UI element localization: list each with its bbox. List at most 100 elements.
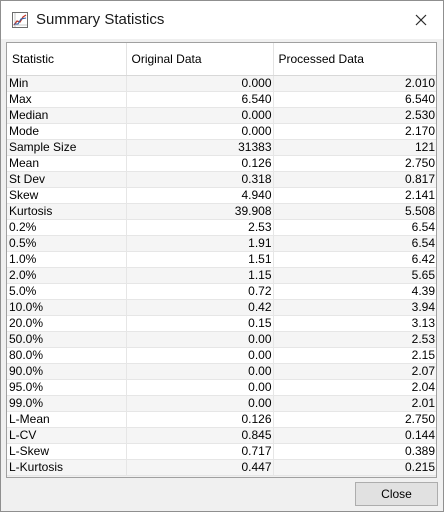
- original-data-cell: 0.42: [126, 299, 274, 316]
- window-title: Summary Statistics: [36, 11, 165, 28]
- original-data-cell: 0.447: [126, 459, 274, 476]
- original-data-cell: 0.000: [126, 123, 274, 140]
- statistic-cell: 10.0%: [7, 299, 127, 316]
- original-data-cell: 0.318: [126, 171, 274, 188]
- statistic-cell: 2.0%: [7, 267, 127, 284]
- processed-data-cell: 6.42: [273, 251, 436, 268]
- processed-data-cell: 5.508: [273, 203, 436, 220]
- table-row[interactable]: Min 0.000 2.010: [7, 75, 436, 92]
- table-row[interactable]: L-Mean 0.126 2.750: [7, 411, 436, 428]
- processed-data-cell: 0.817: [273, 171, 436, 188]
- processed-data-cell: 0.144: [273, 427, 436, 444]
- table-row[interactable]: Mean 0.126 2.750: [7, 155, 436, 172]
- original-data-cell: 1.51: [126, 251, 274, 268]
- statistic-cell: 1.0%: [7, 251, 127, 268]
- processed-data-cell: 2.01: [273, 395, 436, 412]
- statistic-cell: St Dev: [7, 171, 127, 188]
- column-header-processed-data[interactable]: Processed Data: [273, 43, 436, 76]
- statistic-cell: 95.0%: [7, 379, 127, 396]
- statistic-cell: Max: [7, 91, 127, 108]
- close-icon[interactable]: [407, 7, 435, 33]
- statistic-cell: Sample Size: [7, 139, 127, 156]
- table-row[interactable]: 90.0% 0.00 2.07: [7, 363, 436, 380]
- table-row[interactable]: St Dev 0.318 0.817: [7, 171, 436, 188]
- table-row[interactable]: Sample Size 31383 121: [7, 139, 436, 156]
- column-header-original-data[interactable]: Original Data: [126, 43, 274, 76]
- table-row[interactable]: Mode 0.000 2.170: [7, 123, 436, 140]
- original-data-cell: 1.91: [126, 235, 274, 252]
- original-data-cell: 0.717: [126, 443, 274, 460]
- processed-data-cell: 6.54: [273, 235, 436, 252]
- original-data-cell: 0.00: [126, 395, 274, 412]
- statistic-cell: L-CV: [7, 427, 127, 444]
- table-row[interactable]: 0.2% 2.53 6.54: [7, 219, 436, 236]
- statistic-cell: L-Skew: [7, 443, 127, 460]
- original-data-cell: 1.15: [126, 267, 274, 284]
- column-header-statistic[interactable]: Statistic: [7, 43, 127, 76]
- table-row[interactable]: Max 6.540 6.540: [7, 91, 436, 108]
- processed-data-cell: 6.540: [273, 91, 436, 108]
- processed-data-cell: 6.54: [273, 219, 436, 236]
- statistic-cell: Median: [7, 107, 127, 124]
- processed-data-cell: 2.04: [273, 379, 436, 396]
- original-data-cell: 4.940: [126, 187, 274, 204]
- original-data-cell: 0.15: [126, 315, 274, 332]
- statistic-cell: 0.2%: [7, 219, 127, 236]
- table-row[interactable]: 2.0% 1.15 5.65: [7, 267, 436, 284]
- statistic-cell: 80.0%: [7, 347, 127, 364]
- statistic-cell: 90.0%: [7, 363, 127, 380]
- statistic-cell: 5.0%: [7, 283, 127, 300]
- table-header-row: Statistic Original Data Processed Data: [7, 43, 436, 76]
- table-row[interactable]: 10.0% 0.42 3.94: [7, 299, 436, 316]
- statistics-table: Statistic Original Data Processed Data M…: [7, 43, 436, 476]
- original-data-cell: 0.00: [126, 379, 274, 396]
- processed-data-cell: 121: [273, 139, 436, 156]
- chart-icon: [12, 12, 28, 28]
- statistic-cell: Mean: [7, 155, 127, 172]
- original-data-cell: 6.540: [126, 91, 274, 108]
- statistic-cell: 20.0%: [7, 315, 127, 332]
- statistic-cell: Min: [7, 75, 127, 92]
- processed-data-cell: 2.170: [273, 123, 436, 140]
- processed-data-cell: 2.07: [273, 363, 436, 380]
- statistic-cell: L-Mean: [7, 411, 127, 428]
- original-data-cell: 0.00: [126, 331, 274, 348]
- table-row[interactable]: 1.0% 1.51 6.42: [7, 251, 436, 268]
- table-body: Min 0.000 2.010 Max 6.540 6.540 Median 0.000 2.5…: [7, 75, 436, 476]
- table-row[interactable]: 5.0% 0.72 4.39: [7, 283, 436, 300]
- close-button[interactable]: Close: [355, 482, 438, 506]
- table-row[interactable]: L-Skew 0.717 0.389: [7, 443, 436, 460]
- table-row[interactable]: 0.5% 1.91 6.54: [7, 235, 436, 252]
- original-data-cell: 0.126: [126, 411, 274, 428]
- statistic-cell: Kurtosis: [7, 203, 127, 220]
- statistic-cell: L-Kurtosis: [7, 459, 127, 476]
- table-row[interactable]: 95.0% 0.00 2.04: [7, 379, 436, 396]
- processed-data-cell: 2.750: [273, 155, 436, 172]
- table-row[interactable]: 50.0% 0.00 2.53: [7, 331, 436, 348]
- processed-data-cell: 2.750: [273, 411, 436, 428]
- title-bar[interactable]: Summary Statistics: [1, 1, 443, 39]
- processed-data-cell: 4.39: [273, 283, 436, 300]
- original-data-cell: 0.00: [126, 363, 274, 380]
- table-row[interactable]: Kurtosis 39.908 5.508: [7, 203, 436, 220]
- table-row[interactable]: 20.0% 0.15 3.13: [7, 315, 436, 332]
- table-row[interactable]: Skew 4.940 2.141: [7, 187, 436, 204]
- original-data-cell: 0.126: [126, 155, 274, 172]
- table-row[interactable]: Median 0.000 2.530: [7, 107, 436, 124]
- original-data-cell: 31383: [126, 139, 274, 156]
- table-row[interactable]: 80.0% 0.00 2.15: [7, 347, 436, 364]
- original-data-cell: 0.00: [126, 347, 274, 364]
- statistic-cell: 99.0%: [7, 395, 127, 412]
- original-data-cell: 0.72: [126, 283, 274, 300]
- original-data-cell: 2.53: [126, 219, 274, 236]
- processed-data-cell: 2.010: [273, 75, 436, 92]
- processed-data-cell: 0.389: [273, 443, 436, 460]
- processed-data-cell: 2.53: [273, 331, 436, 348]
- table-row[interactable]: 99.0% 0.00 2.01: [7, 395, 436, 412]
- statistic-cell: Mode: [7, 123, 127, 140]
- processed-data-cell: 2.141: [273, 187, 436, 204]
- table-row[interactable]: L-Kurtosis 0.447 0.215: [7, 459, 436, 476]
- statistic-cell: 0.5%: [7, 235, 127, 252]
- table-row[interactable]: L-CV 0.845 0.144: [7, 427, 436, 444]
